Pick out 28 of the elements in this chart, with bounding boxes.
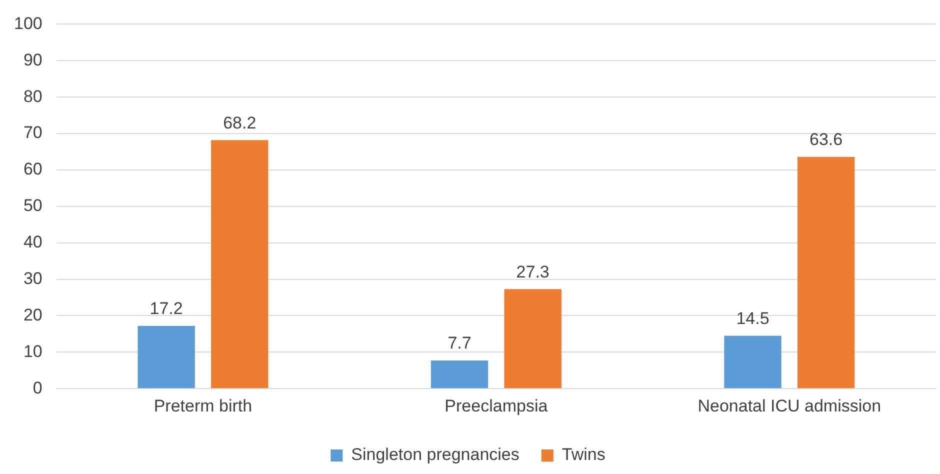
x-tick-label: Neonatal ICU admission bbox=[698, 396, 882, 416]
y-tick-label: 20 bbox=[23, 305, 42, 324]
bar bbox=[504, 289, 562, 388]
y-tick-label: 0 bbox=[32, 378, 42, 398]
legend-label: Twins bbox=[562, 445, 606, 464]
data-label: 68.2 bbox=[223, 113, 256, 132]
bar bbox=[138, 326, 195, 388]
y-tick-label: 100 bbox=[14, 14, 42, 33]
y-tick-label: 50 bbox=[23, 196, 42, 216]
data-label: 14.5 bbox=[736, 308, 770, 328]
y-tick-label: 70 bbox=[23, 123, 42, 142]
bar bbox=[797, 156, 855, 388]
bar bbox=[430, 360, 488, 388]
y-tick-label: 30 bbox=[23, 268, 42, 288]
legend-label: Singleton pregnancies bbox=[351, 445, 520, 464]
y-tick-label: 90 bbox=[23, 50, 42, 70]
data-label: 27.3 bbox=[516, 262, 550, 282]
x-tick-label: Preeclampsia bbox=[444, 396, 548, 416]
x-tick-label: Preterm birth bbox=[154, 396, 252, 416]
y-tick-label: 80 bbox=[23, 86, 42, 106]
bar bbox=[724, 336, 782, 388]
data-label: 7.7 bbox=[448, 334, 472, 353]
y-tick-label: 60 bbox=[23, 160, 42, 179]
data-label: 63.6 bbox=[810, 130, 843, 150]
y-tick-label: 40 bbox=[23, 232, 42, 252]
data-label: 17.2 bbox=[150, 299, 183, 318]
y-tick-label: 10 bbox=[23, 342, 42, 361]
bar bbox=[211, 140, 268, 388]
